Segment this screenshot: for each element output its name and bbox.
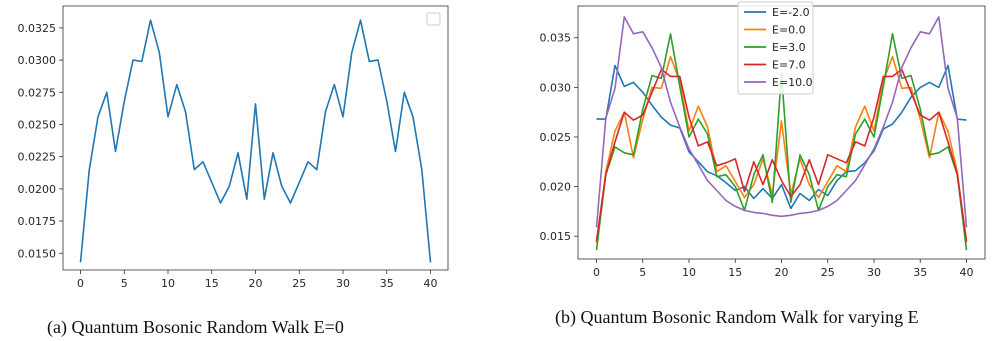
x-tick: 40	[424, 270, 438, 290]
y-tick-label: 0.035	[540, 32, 572, 45]
x-tick-label: 35	[913, 266, 927, 279]
legend-label: E=0.0	[772, 24, 806, 37]
y-tick-label: 0.0200	[18, 183, 57, 196]
x-tick: 35	[380, 270, 394, 290]
x-tick-label: 10	[682, 266, 696, 279]
legend-entry: E=0.0	[744, 24, 806, 37]
x-tick-label: 15	[728, 266, 742, 279]
x-tick-label: 30	[336, 277, 350, 290]
empty-legend-box	[426, 12, 441, 26]
x-tick: 15	[205, 270, 219, 290]
x-tick: 10	[682, 259, 696, 279]
y-tick-label: 0.0225	[18, 151, 57, 164]
y-tick-label: 0.0275	[18, 86, 57, 99]
x-tick-label: 5	[639, 266, 646, 279]
legend-label: E=-2.0	[772, 6, 810, 19]
x-tick: 0	[593, 259, 600, 279]
x-tick-label: 5	[121, 277, 128, 290]
x-tick-label: 0	[593, 266, 600, 279]
x-axis-a: 0 5 10 15 20 25 30 35 40	[77, 270, 438, 290]
legend-entry: E=-2.0	[744, 6, 810, 19]
x-tick: 10	[161, 270, 175, 290]
plot-frame-a	[62, 5, 449, 271]
x-tick-label: 20	[249, 277, 263, 290]
y-tick-label: 0.030	[540, 81, 572, 94]
series-line-E00	[595, 55, 968, 244]
x-axis-b: 0 5 10 15 20 25 30 35 40	[593, 259, 974, 279]
x-tick: 5	[639, 259, 646, 279]
y-tick: 0.030	[540, 81, 578, 94]
legend-entry: E=10.0	[744, 76, 813, 89]
legend-box	[737, 1, 814, 95]
x-tick-label: 20	[775, 266, 789, 279]
caption-b: (b) Quantum Bosonic Random Walk for vary…	[555, 307, 919, 328]
x-tick: 30	[336, 270, 350, 290]
y-tick-label: 0.0250	[18, 118, 57, 131]
legend-label: E=7.0	[772, 59, 806, 72]
y-tick-label: 0.0325	[18, 22, 57, 35]
x-tick: 35	[913, 259, 927, 279]
legend-label: E=3.0	[772, 41, 806, 54]
y-tick-label: 0.020	[540, 181, 572, 194]
x-tick-label: 35	[380, 277, 394, 290]
series-lines-a	[79, 19, 432, 263]
y-tick: 0.0275	[18, 86, 63, 99]
y-tick: 0.0250	[18, 118, 63, 131]
chart-a: 0.0150 0.0175 0.0200 0.0225 0.0250 0.0275 0.03…	[18, 5, 449, 290]
x-tick: 20	[775, 259, 789, 279]
x-tick-label: 40	[960, 266, 974, 279]
legend-b: E=-2.0 E=0.0 E=3.0 E=7.0 E=10.0	[737, 1, 814, 95]
y-tick: 0.0200	[18, 183, 63, 196]
x-tick: 0	[77, 270, 84, 290]
legend-label: E=10.0	[772, 76, 813, 89]
y-tick: 0.035	[540, 32, 578, 45]
chart-b: 0.015 0.020 0.025 0.030 0.035 0 5 10 15 20 25 30 35…	[540, 1, 986, 279]
legend-entry: E=7.0	[744, 59, 806, 72]
series-line-E20	[596, 64, 967, 210]
x-tick: 40	[960, 259, 974, 279]
y-axis-b: 0.015 0.020 0.025 0.030 0.035	[540, 32, 578, 243]
y-tick: 0.020	[540, 181, 578, 194]
x-tick-label: 15	[205, 277, 219, 290]
x-tick: 25	[292, 270, 306, 290]
x-tick-label: 30	[867, 266, 881, 279]
series-line-E70	[595, 68, 968, 242]
y-axis-a: 0.0150 0.0175 0.0200 0.0225 0.0250 0.0275 0.03…	[18, 22, 63, 260]
x-tick: 5	[121, 270, 128, 290]
x-tick-label: 25	[292, 277, 306, 290]
caption-a: (a) Quantum Bosonic Random Walk E=0	[47, 317, 344, 338]
x-tick: 30	[867, 259, 881, 279]
y-tick: 0.0325	[18, 22, 63, 35]
x-tick: 25	[821, 259, 835, 279]
y-tick-label: 0.0175	[18, 215, 57, 228]
x-tick-label: 40	[424, 277, 438, 290]
y-tick: 0.0175	[18, 215, 63, 228]
x-tick-label: 25	[821, 266, 835, 279]
y-tick-label: 0.0300	[18, 54, 57, 67]
y-tick: 0.015	[540, 230, 578, 243]
y-tick: 0.0300	[18, 54, 63, 67]
series-line-E100	[595, 16, 968, 228]
x-tick: 20	[249, 270, 263, 290]
x-tick-label: 10	[161, 277, 175, 290]
x-tick: 15	[728, 259, 742, 279]
series-line-1	[79, 19, 432, 263]
y-tick-label: 0.015	[540, 230, 572, 243]
y-tick: 0.025	[540, 131, 578, 144]
y-tick-label: 0.0150	[18, 247, 57, 260]
x-tick-label: 0	[77, 277, 84, 290]
y-tick: 0.0225	[18, 151, 63, 164]
y-tick-label: 0.025	[540, 131, 572, 144]
y-tick: 0.0150	[18, 247, 63, 260]
legend-entry: E=3.0	[744, 41, 806, 54]
